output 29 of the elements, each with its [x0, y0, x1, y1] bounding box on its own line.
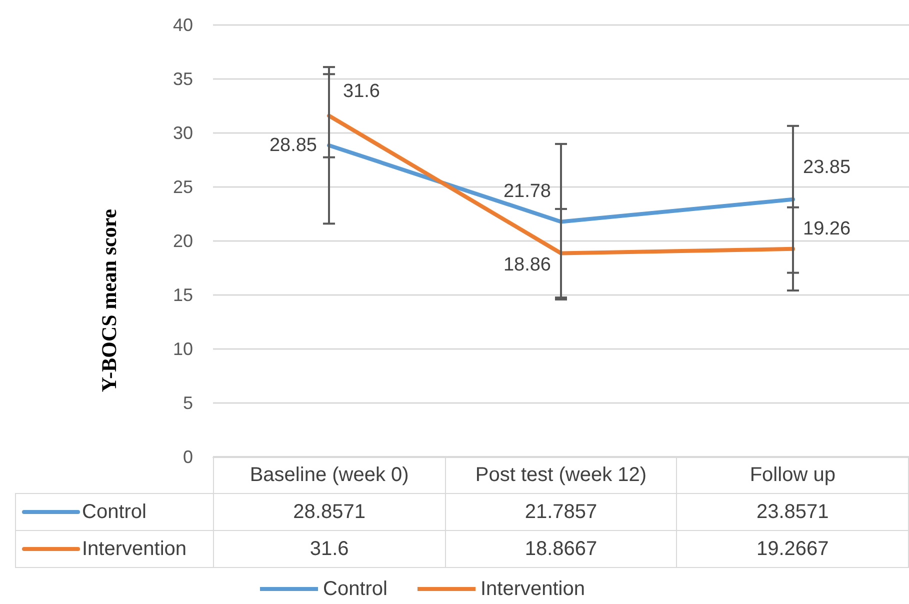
annotation: 19.26: [803, 218, 851, 240]
y-tick-label: 15: [172, 285, 193, 305]
y-axis-title: Y-BOCS mean score: [98, 208, 122, 392]
legend-label: Control: [16, 494, 214, 530]
annotation: 23.85: [803, 156, 851, 178]
x-tick-label: Follow up: [676, 456, 908, 494]
data-label: 31.6: [214, 530, 446, 568]
annotation: 21.78: [503, 181, 551, 202]
y-tick-label: 0: [182, 447, 193, 467]
y-tick-label: 5: [182, 393, 193, 413]
y-tick-label: 25: [172, 177, 193, 197]
text: Control: [323, 578, 388, 600]
y-tick-label: 30: [172, 123, 193, 143]
x-tick-label: Baseline (week 0): [214, 456, 446, 494]
y-tick-label: 40: [172, 15, 193, 35]
data-label: 21.7857: [445, 494, 677, 530]
y-tick-label: 10: [172, 339, 193, 359]
data-label: 18.8667: [445, 530, 677, 568]
data-label: 19.2667: [676, 530, 908, 568]
y-tick-label: 35: [172, 69, 193, 89]
legend-label: Intervention: [16, 530, 214, 568]
annotation: 31.6: [343, 81, 380, 102]
data-label: 23.8571: [676, 494, 908, 530]
data-label: 28.8571: [214, 494, 446, 530]
y-tick-label: 20: [172, 231, 193, 251]
annotation: 28.85: [269, 134, 317, 156]
annotation: 18.86: [503, 254, 551, 276]
text: Intervention: [480, 578, 585, 600]
x-tick-label: Post test (week 12): [445, 456, 677, 494]
